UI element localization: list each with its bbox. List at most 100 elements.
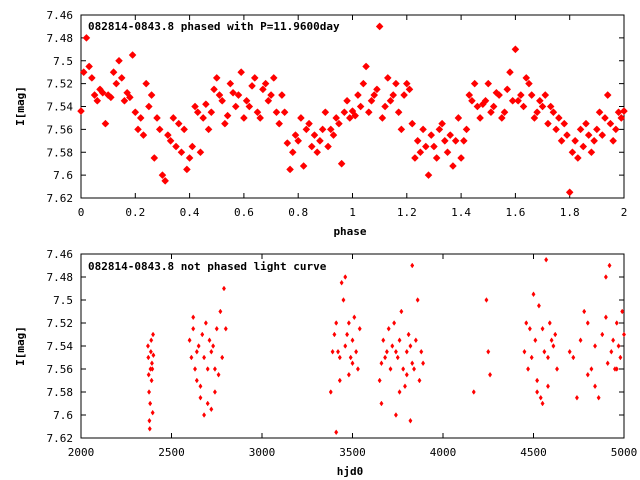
data-point: [538, 394, 543, 401]
data-point: [256, 114, 264, 122]
data-point: [146, 354, 151, 361]
data-point: [370, 91, 378, 99]
data-point: [525, 79, 533, 88]
y-tick-label: 7.48: [47, 32, 74, 45]
data-point: [600, 331, 605, 338]
data-point: [339, 279, 344, 286]
y-tick-label: 7.6: [53, 169, 73, 182]
data-point: [393, 412, 398, 418]
data-point: [367, 97, 376, 105]
data-point: [484, 79, 493, 88]
x-tick-label: 3000: [249, 446, 276, 459]
data-point: [383, 354, 388, 361]
x-tick-label: 0.4: [180, 206, 200, 219]
x-tick-label: 2500: [158, 446, 185, 459]
data-point: [568, 148, 577, 157]
data-point: [540, 400, 545, 407]
data-point: [188, 142, 197, 151]
data-point: [191, 314, 196, 321]
data-point: [408, 343, 413, 349]
y-ticks: 7.46 7.48 7.5 7.52 7.54 7.56 7.58 7.6 7.62: [47, 248, 624, 445]
data-point: [587, 148, 596, 157]
data-point: [399, 308, 404, 315]
data-point: [397, 337, 402, 344]
data-point: [289, 148, 297, 157]
data-point: [595, 108, 604, 116]
data-point: [356, 102, 365, 111]
y-tick-label: 7.52: [47, 78, 74, 91]
data-point: [109, 68, 118, 76]
data-point: [489, 102, 498, 111]
data-point: [117, 74, 126, 82]
data-point: [379, 400, 384, 407]
data-point: [593, 125, 601, 134]
x-tick-label: 1.4: [451, 206, 471, 219]
data-point: [115, 56, 123, 65]
data-point: [212, 74, 221, 82]
y-tick-label: 7.58: [47, 146, 74, 159]
data-point: [352, 314, 357, 321]
data-point: [473, 102, 482, 111]
data-point: [209, 406, 214, 413]
data-point: [261, 79, 270, 88]
data-point: [291, 131, 300, 139]
x-axis-label: hjd0: [337, 465, 364, 478]
data-point: [205, 366, 210, 372]
y-tick-label: 7.54: [47, 340, 74, 353]
data-point: [582, 308, 587, 315]
data-point: [151, 331, 156, 338]
data-point: [324, 142, 332, 151]
data-point: [359, 79, 368, 88]
data-point: [136, 114, 145, 122]
data-point: [345, 331, 350, 338]
data-point: [377, 377, 382, 384]
data-point: [536, 97, 544, 105]
data-point: [427, 131, 435, 139]
data-point: [200, 331, 205, 338]
data-point: [571, 354, 576, 361]
y-tick-label: 7.62: [47, 192, 74, 205]
data-point: [150, 154, 159, 162]
data-point: [329, 131, 338, 139]
data-point: [362, 62, 370, 71]
data-point: [498, 114, 506, 122]
y-tick-label: 7.5: [53, 55, 73, 68]
data-point: [609, 348, 614, 355]
data-point: [526, 366, 531, 372]
data-point: [294, 137, 302, 145]
data-point: [614, 108, 623, 116]
data-point: [216, 371, 221, 378]
data-point: [327, 125, 335, 134]
data-point: [150, 366, 155, 372]
data-point: [316, 137, 324, 145]
data-point: [147, 425, 152, 432]
x-axis-label: phase: [333, 225, 366, 238]
data-point: [435, 125, 444, 134]
x-ticks: 0 0.2 0.4 0.6 0.8 1 1.2 1.4 1.6 1.8 2: [78, 15, 627, 219]
data-point: [589, 366, 594, 372]
x-tick-label: 0: [78, 206, 85, 219]
data-point: [229, 89, 237, 97]
data-point: [237, 68, 245, 76]
data-point: [449, 162, 457, 170]
data-point: [506, 68, 514, 76]
data-point: [335, 119, 343, 128]
data-point: [365, 108, 373, 116]
data-point: [375, 22, 384, 31]
data-point: [164, 131, 172, 139]
data-point: [313, 148, 321, 157]
data-point: [283, 139, 292, 147]
x-ticks: 2000 2500 3000 3500 4000 4500 5000: [68, 254, 637, 459]
data-point: [223, 111, 232, 120]
data-point: [614, 366, 619, 372]
data-point: [177, 148, 186, 157]
x-tick-label: 3500: [339, 446, 366, 459]
y-tick-label: 7.56: [47, 123, 74, 136]
data-point: [147, 91, 156, 99]
data-point: [390, 343, 395, 349]
data-point: [421, 360, 426, 367]
data-point: [574, 154, 582, 162]
data-point: [555, 366, 560, 372]
data-point: [202, 412, 207, 418]
